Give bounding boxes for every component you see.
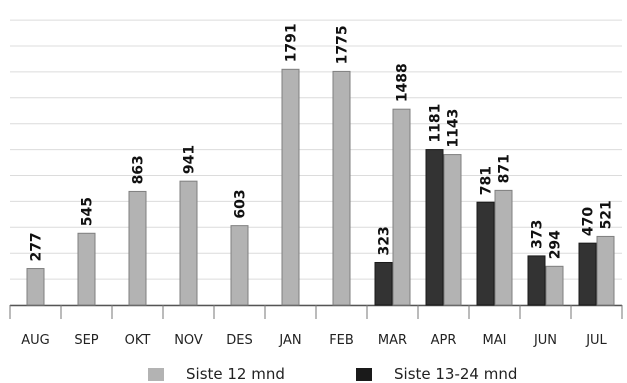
x-tick-label: JAN xyxy=(278,333,301,348)
x-tick-label: JUL xyxy=(585,333,607,348)
data-label-siste-12-mnd: 863 xyxy=(131,155,147,184)
bar-siste-12-mnd xyxy=(545,265,564,306)
bar-siste-13-24-mnd xyxy=(527,255,546,306)
bar-siste-13-24-mnd xyxy=(578,242,597,306)
bar-siste-13-24-mnd xyxy=(425,149,444,306)
bar-siste-12-mnd xyxy=(179,180,198,306)
x-tick-label: DES xyxy=(226,333,252,348)
bar-siste-12-mnd xyxy=(332,70,351,306)
legend-item-siste-12-mnd: Siste 12 mnd xyxy=(148,365,285,383)
data-label-siste-12-mnd: 1775 xyxy=(335,25,351,64)
x-tick-label: APR xyxy=(431,333,457,348)
bar-siste-12-mnd xyxy=(392,108,411,306)
data-label-siste-12-mnd: 545 xyxy=(80,197,96,226)
bar-siste-12-mnd xyxy=(494,189,513,306)
data-label-siste-13-24-mnd: 1181 xyxy=(428,104,444,143)
x-tick-label: FEB xyxy=(329,333,354,348)
bar-siste-12-mnd xyxy=(128,190,147,306)
data-label-siste-13-24-mnd: 470 xyxy=(581,207,597,236)
legend: Siste 12 mnd Siste 13-24 mnd xyxy=(0,365,627,383)
data-label-siste-12-mnd: 521 xyxy=(599,200,615,229)
bar-siste-12-mnd xyxy=(281,68,300,306)
bar-siste-12-mnd xyxy=(26,268,45,306)
data-label-siste-12-mnd: 603 xyxy=(233,189,249,218)
bar-siste-12-mnd xyxy=(230,225,249,306)
bar-siste-13-24-mnd xyxy=(374,261,393,306)
data-label-siste-12-mnd: 871 xyxy=(497,154,513,183)
legend-swatch-siste-12-mnd xyxy=(148,367,164,381)
data-label-siste-12-mnd: 294 xyxy=(548,230,564,259)
legend-label-siste-13-24-mnd: Siste 13-24 mnd xyxy=(394,365,518,383)
x-tick-label: AUG xyxy=(21,333,49,348)
bar-siste-12-mnd xyxy=(443,154,462,306)
x-tick-label: JUN xyxy=(533,333,557,348)
x-tick-label: OKT xyxy=(125,333,151,348)
data-label-siste-13-24-mnd: 781 xyxy=(479,166,495,195)
x-tick-label: NOV xyxy=(174,333,203,348)
data-label-siste-13-24-mnd: 323 xyxy=(377,226,393,255)
bar-siste-12-mnd xyxy=(77,232,96,306)
legend-swatch-siste-13-24-mnd xyxy=(356,367,372,381)
data-label-siste-13-24-mnd: 373 xyxy=(530,220,546,249)
x-tick-label: SEP xyxy=(74,333,98,348)
data-label-siste-12-mnd: 1791 xyxy=(284,23,300,62)
bar-siste-12-mnd xyxy=(596,235,615,306)
legend-label-siste-12-mnd: Siste 12 mnd xyxy=(186,365,285,383)
data-label-siste-12-mnd: 277 xyxy=(29,232,45,261)
data-label-siste-12-mnd: 941 xyxy=(182,145,198,174)
data-label-siste-12-mnd: 1488 xyxy=(395,63,411,102)
data-label-siste-12-mnd: 1143 xyxy=(446,109,462,148)
x-tick-label: MAR xyxy=(378,333,407,348)
x-tick-label: MAI xyxy=(483,333,507,348)
bar-siste-13-24-mnd xyxy=(476,201,495,306)
legend-item-siste-13-24-mnd: Siste 13-24 mnd xyxy=(356,365,517,383)
